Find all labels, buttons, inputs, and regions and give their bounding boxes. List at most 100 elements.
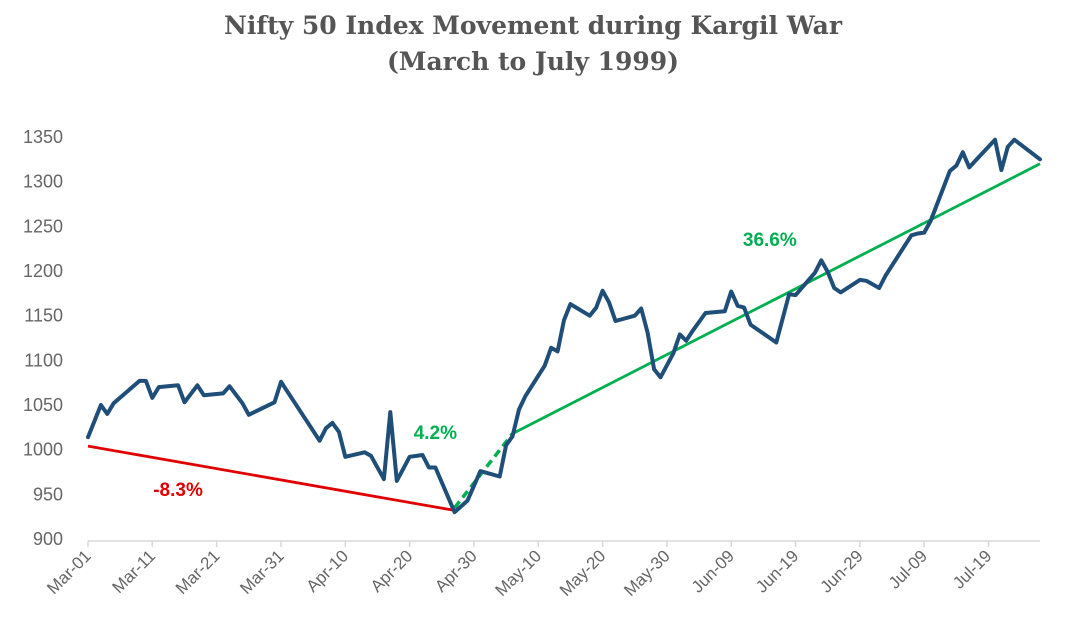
data-point xyxy=(948,169,952,173)
data-point xyxy=(961,150,965,154)
series-layer xyxy=(86,137,1042,515)
data-point xyxy=(343,455,347,459)
x-tick-label: Mar-11 xyxy=(109,546,160,597)
x-tick-label: Jun-09 xyxy=(688,546,738,596)
data-point xyxy=(195,383,199,387)
trendline-3 xyxy=(511,162,1041,435)
data-point xyxy=(543,364,547,368)
data-point xyxy=(1038,157,1042,161)
y-tick-label: 1100 xyxy=(24,350,63,370)
data-point xyxy=(176,383,180,387)
y-tick-label: 1050 xyxy=(23,395,63,415)
x-tick-label: Apr-30 xyxy=(431,546,481,596)
data-point xyxy=(395,479,399,483)
series-line xyxy=(86,137,1042,515)
data-point xyxy=(832,286,836,290)
data-point xyxy=(369,454,373,458)
x-tick-label: May-20 xyxy=(556,546,610,600)
data-point xyxy=(549,346,553,350)
data-point xyxy=(858,278,862,282)
x-tick-label: Mar-31 xyxy=(236,546,288,598)
chart-title: Nifty 50 Index Movement during Kargil Wa… xyxy=(0,8,1066,80)
trendline-1 xyxy=(87,444,455,512)
x-tick-label: May-10 xyxy=(492,546,546,600)
data-point xyxy=(884,273,888,278)
data-point xyxy=(99,403,103,407)
data-point xyxy=(1006,145,1010,149)
data-point xyxy=(813,271,817,275)
data-point xyxy=(748,323,753,327)
data-point xyxy=(202,393,206,397)
data-point xyxy=(826,270,830,274)
data-point xyxy=(877,286,881,290)
data-point xyxy=(600,289,605,293)
data-point xyxy=(568,302,573,306)
data-point xyxy=(137,379,142,383)
data-point xyxy=(703,311,708,315)
data-point xyxy=(478,469,482,473)
data-point xyxy=(594,306,598,310)
x-tick-label: Mar-01 xyxy=(43,546,95,598)
data-point xyxy=(453,510,457,514)
x-tick-label: Jul-19 xyxy=(949,546,995,592)
data-point xyxy=(729,289,733,294)
data-point xyxy=(504,443,508,447)
data-point xyxy=(144,379,148,383)
data-point xyxy=(652,367,656,371)
data-point xyxy=(240,401,244,405)
annotations: -8.3% 4.2% 36.6% xyxy=(153,230,797,501)
data-point xyxy=(330,421,335,425)
x-tick-label: Jun-19 xyxy=(752,546,802,596)
data-point xyxy=(221,391,225,395)
data-point xyxy=(909,233,913,237)
chart-title-line-2: (March to July 1999) xyxy=(386,47,680,76)
data-point xyxy=(967,165,971,169)
data-point xyxy=(465,498,470,503)
data-point xyxy=(408,455,412,459)
data-point xyxy=(633,314,637,318)
data-point xyxy=(646,331,650,335)
y-tick-label: 900 xyxy=(33,529,63,549)
y-tick-label: 1150 xyxy=(24,306,63,326)
data-point xyxy=(112,401,116,405)
data-point xyxy=(227,384,232,388)
data-point xyxy=(150,396,154,400)
data-point xyxy=(517,407,521,412)
data-point xyxy=(993,138,997,142)
trendline-label-1: -8.3% xyxy=(153,480,203,501)
data-point xyxy=(954,163,958,168)
data-point xyxy=(607,300,611,304)
data-point xyxy=(838,290,843,295)
data-point xyxy=(555,349,560,353)
data-point xyxy=(922,230,926,235)
data-point xyxy=(433,465,437,470)
data-point xyxy=(639,306,643,311)
data-point xyxy=(157,385,161,389)
data-point xyxy=(916,231,920,236)
data-point xyxy=(562,318,566,322)
data-point xyxy=(427,465,431,470)
chart-title-line-1: Nifty 50 Index Movement during Kargil Wa… xyxy=(223,11,843,40)
data-point xyxy=(247,413,251,417)
data-point xyxy=(86,435,90,439)
trendlines xyxy=(87,162,1041,512)
data-point xyxy=(742,306,746,310)
data-point xyxy=(787,292,791,296)
y-axis: 900 950 1000 1050 1100 1150 1200 1250 1300 1350 xyxy=(23,127,63,549)
data-point xyxy=(420,453,425,457)
x-tick-label: May-30 xyxy=(620,546,674,600)
x-tick-label: Mar-21 xyxy=(172,546,224,598)
y-tick-label: 1350 xyxy=(23,127,63,147)
data-point xyxy=(613,319,618,323)
y-tick-label: 1000 xyxy=(23,440,63,460)
data-point xyxy=(105,412,109,416)
data-point xyxy=(999,168,1004,172)
trendline-2 xyxy=(453,432,514,509)
x-tick-label: Jun-29 xyxy=(817,546,867,596)
data-point xyxy=(317,439,322,443)
data-point xyxy=(736,304,740,308)
data-point xyxy=(182,400,187,404)
trendline-label-2: 4.2% xyxy=(414,423,457,444)
data-point xyxy=(272,400,277,404)
